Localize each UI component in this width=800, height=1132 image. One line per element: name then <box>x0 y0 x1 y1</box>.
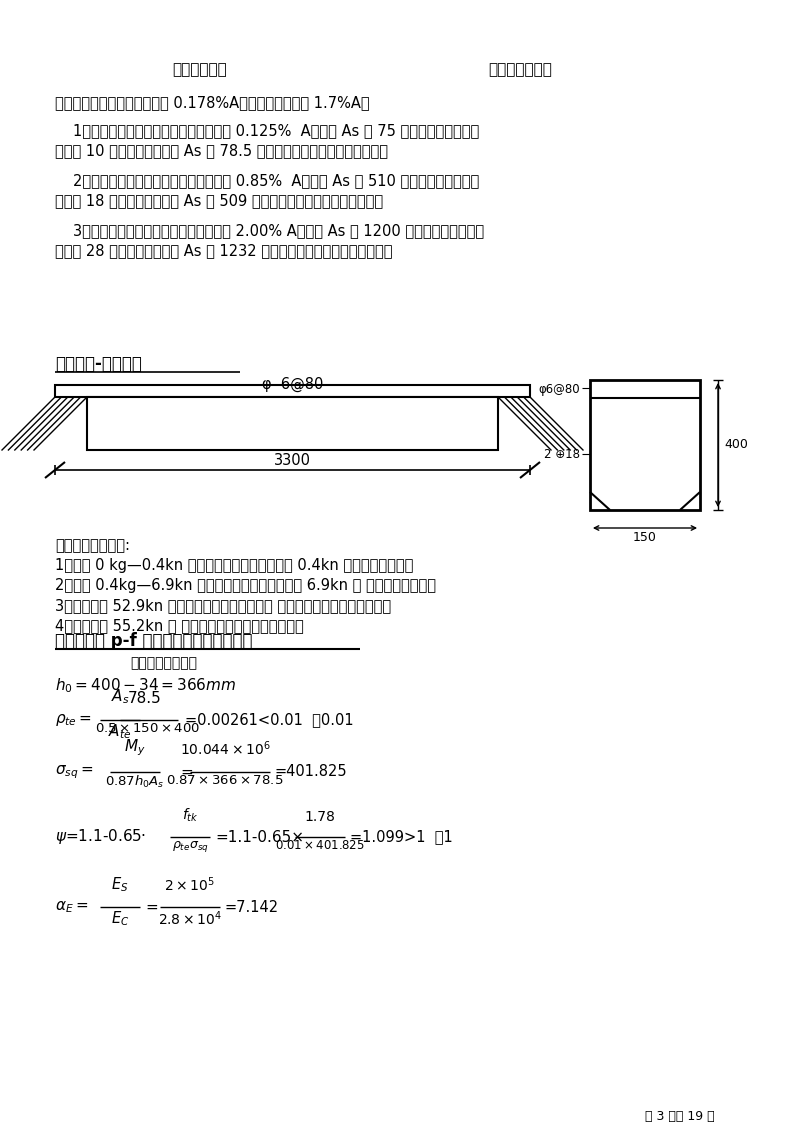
Text: （受力简图）: （受力简图） <box>173 62 227 77</box>
Text: 直径为 18 的三级钢筋，实际 As 为 509 平方毫米，经检验满足构造要求。: 直径为 18 的三级钢筋，实际 As 为 509 平方毫米，经检验满足构造要求。 <box>55 192 383 208</box>
Text: $h_0 = 400 - 34 = 366mm$: $h_0 = 400 - 34 = 366mm$ <box>55 676 236 695</box>
Text: =0.00261<0.01  取0.01: =0.00261<0.01 取0.01 <box>185 712 354 728</box>
Text: $\sigma_{sq}=$: $\sigma_{sq}=$ <box>55 763 94 781</box>
Text: 400: 400 <box>724 438 748 452</box>
Text: 1.78: 1.78 <box>305 811 335 824</box>
Text: 2 ⊕18: 2 ⊕18 <box>544 448 580 461</box>
Text: $f_{tk}$: $f_{tk}$ <box>182 807 198 824</box>
Text: 1、在进行少筋破坏计算时配筋面积采用 0.125%  A、计算 As 为 75 平方毫米，采用一根: 1、在进行少筋破坏计算时配筋面积采用 0.125% A、计算 As 为 75 平… <box>73 123 479 138</box>
Text: 绘出试验梁 p-f 变形曲线。（计算挠度）: 绘出试验梁 p-f 变形曲线。（计算挠度） <box>55 632 253 650</box>
Text: φ  6@80: φ 6@80 <box>262 377 324 392</box>
Text: 极限状态下的挠度: 极限状态下的挠度 <box>130 657 197 670</box>
Text: $\psi$=1.1-0.65·: $\psi$=1.1-0.65· <box>55 827 146 847</box>
Text: $A_s$: $A_s$ <box>110 687 130 706</box>
Bar <box>55 385 530 397</box>
Bar <box>87 397 498 451</box>
Text: =7.142: =7.142 <box>225 900 279 915</box>
Text: $A_{te}$: $A_{te}$ <box>108 722 132 740</box>
Text: 直径为 10 的三级钢筋，实际 As 为 78.5 平方毫米，经检验满足构造要求。: 直径为 10 的三级钢筋，实际 As 为 78.5 平方毫米，经检验满足构造要求… <box>55 143 388 158</box>
Text: φ6@80: φ6@80 <box>538 383 580 396</box>
Text: （设计截面图）: （设计截面图） <box>488 62 552 77</box>
Bar <box>590 380 700 511</box>
Text: 第 3 页共 19 页: 第 3 页共 19 页 <box>645 1110 715 1123</box>
Text: $E_S$: $E_S$ <box>111 875 129 894</box>
Text: 适筋破坏-配筋截面: 适筋破坏-配筋截面 <box>55 355 142 374</box>
Text: 150: 150 <box>633 531 657 544</box>
Text: 经计算该梁的最小配筋面积为 0.178%A，最大配筋面积为 1.7%A。: 经计算该梁的最小配筋面积为 0.178%A，最大配筋面积为 1.7%A。 <box>55 95 370 110</box>
Text: $2.8\times10^4$: $2.8\times10^4$ <box>158 909 222 927</box>
Text: $E_C$: $E_C$ <box>111 909 129 928</box>
Text: =: = <box>180 764 193 780</box>
Text: $0.01\times401.825$: $0.01\times401.825$ <box>275 839 365 852</box>
Text: $M_y$: $M_y$ <box>124 737 146 758</box>
Text: $10.044\times10^6$: $10.044\times10^6$ <box>179 739 270 758</box>
Text: 2、在进行适筋破坏计算时配筋面积采用 0.85%  A、计算 As 为 510 平方毫米，采用两根: 2、在进行适筋破坏计算时配筋面积采用 0.85% A、计算 As 为 510 平… <box>73 173 479 188</box>
Text: $\rho_{te}=$: $\rho_{te}=$ <box>55 712 92 728</box>
Text: =1.099>1  取1: =1.099>1 取1 <box>350 830 453 844</box>
Text: 4、荷载达到 55.2kn 时 混凝土达到抗压峰值该梁破坏。: 4、荷载达到 55.2kn 时 混凝土达到抗压峰值该梁破坏。 <box>55 618 304 633</box>
Text: $\alpha_E=$: $\alpha_E=$ <box>55 899 88 915</box>
Text: 1、荷载 0 kg—0.4kn 属于弹性阶段，当荷载达到 0.4kn 后进入塑形阶段。: 1、荷载 0 kg—0.4kn 属于弹性阶段，当荷载达到 0.4kn 后进入塑形… <box>55 558 414 573</box>
Text: $2\times10^5$: $2\times10^5$ <box>165 875 215 894</box>
Text: 3、在进行超筋破坏计算时配筋面积采用 2.00% A、计算 As 为 1200 平方毫米，采用两根: 3、在进行超筋破坏计算时配筋面积采用 2.00% A、计算 As 为 1200 … <box>73 223 484 238</box>
Text: =1.1-0.65×: =1.1-0.65× <box>215 830 304 844</box>
Text: =: = <box>145 900 158 915</box>
Text: 3300: 3300 <box>274 453 311 468</box>
Text: =401.825: =401.825 <box>275 764 348 780</box>
Text: $\rho_{te}\sigma_{sq}$: $\rho_{te}\sigma_{sq}$ <box>172 839 208 854</box>
Text: $0.5\times150\times400$: $0.5\times150\times400$ <box>95 722 201 735</box>
Text: 3、荷载达到 52.9kn 时钢筋达到受拉屈服强度但 混凝土还未定达到抗压峰值。: 3、荷载达到 52.9kn 时钢筋达到受拉屈服强度但 混凝土还未定达到抗压峰值。 <box>55 598 391 614</box>
Text: 直径为 28 的三级钢筋，实际 As 为 1232 平方毫米，经检验满足构造要求。: 直径为 28 的三级钢筋，实际 As 为 1232 平方毫米，经检验满足构造要求… <box>55 243 393 258</box>
Text: $0.87h_0A_s$: $0.87h_0A_s$ <box>106 774 165 790</box>
Text: 模拟实验加载数据:: 模拟实验加载数据: <box>55 538 130 554</box>
Text: 78.5: 78.5 <box>128 691 162 706</box>
Text: $0.87\times366\times78.5$: $0.87\times366\times78.5$ <box>166 774 284 787</box>
Text: 2、荷载 0.4kg—6.9kn 属于塑性阶段，当荷载达到 6.9kn 后 混凝土开始开裂。: 2、荷载 0.4kg—6.9kn 属于塑性阶段，当荷载达到 6.9kn 后 混凝… <box>55 578 436 593</box>
